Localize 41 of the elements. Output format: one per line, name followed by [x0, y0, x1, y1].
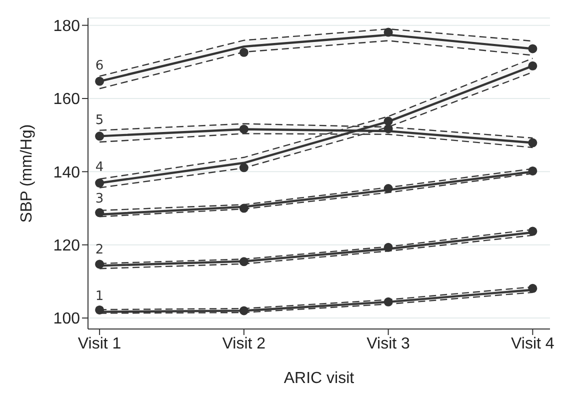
- point: [384, 242, 393, 252]
- point: [95, 76, 104, 86]
- point: [528, 138, 538, 148]
- point: [384, 116, 393, 126]
- point: [528, 226, 538, 236]
- point: [384, 297, 393, 306]
- point: [239, 204, 248, 213]
- x-tick-label: Visit 3: [366, 335, 410, 352]
- point: [528, 166, 538, 176]
- point: [384, 184, 393, 193]
- point: [95, 260, 104, 269]
- y-tick-label: 160: [53, 91, 80, 108]
- point: [239, 48, 248, 57]
- point: [528, 61, 538, 70]
- point: [239, 163, 248, 172]
- point: [239, 257, 248, 266]
- point: [95, 305, 104, 314]
- series-label: 3: [95, 191, 104, 206]
- y-tick-label: 180: [53, 18, 80, 35]
- y-tick-label: 100: [53, 310, 80, 328]
- x-tick-label: Visit 4: [511, 335, 554, 352]
- series-label: 6: [95, 58, 104, 74]
- series-label: 1: [95, 288, 104, 304]
- point: [384, 28, 393, 37]
- x-tick-label: Visit 2: [222, 335, 266, 352]
- point: [528, 44, 538, 54]
- x-axis-title: ARIC visit: [284, 370, 355, 387]
- point: [239, 124, 248, 134]
- x-tick-label: Visit 1: [78, 335, 122, 352]
- point: [528, 284, 538, 293]
- series-label: 4: [95, 160, 104, 176]
- point: [384, 124, 393, 134]
- y-tick-label: 140: [53, 164, 80, 182]
- point: [239, 306, 248, 316]
- y-tick-label: 120: [53, 238, 80, 255]
- y-axis-title: SBP (mm/Hg): [18, 124, 36, 223]
- series-label: 5: [95, 113, 104, 128]
- point: [95, 208, 104, 218]
- series-label: 2: [95, 242, 104, 258]
- point: [95, 178, 104, 188]
- point: [95, 132, 104, 141]
